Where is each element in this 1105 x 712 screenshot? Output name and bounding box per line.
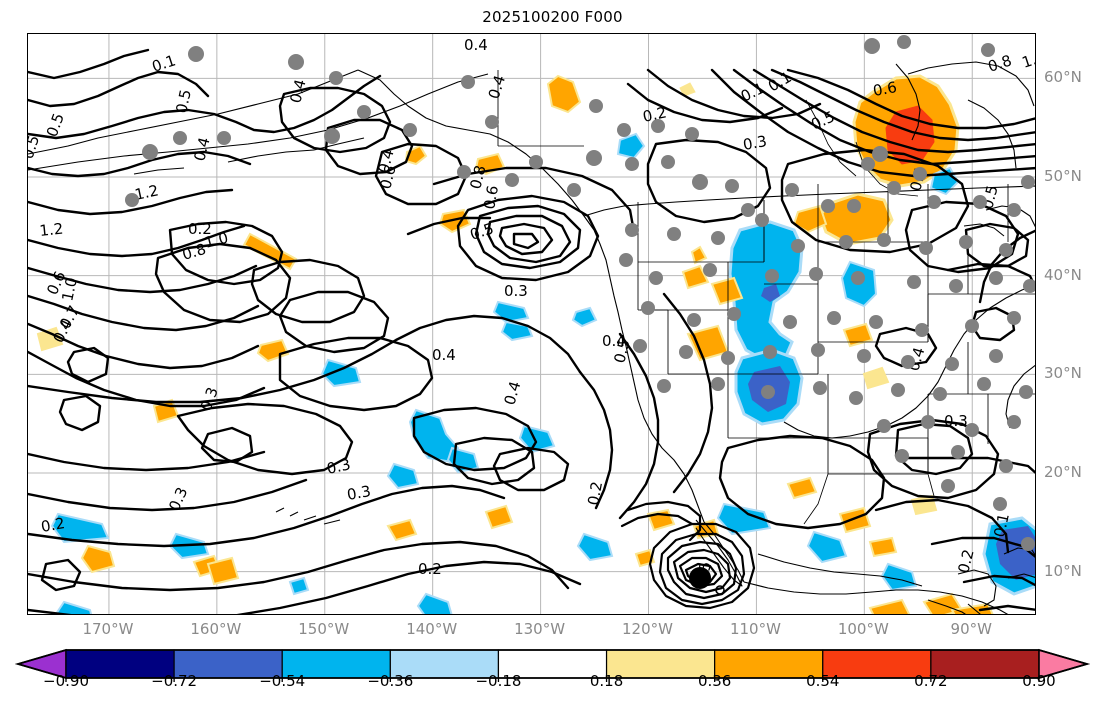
svg-text:0.5: 0.5 — [28, 133, 43, 161]
svg-text:0.6: 0.6 — [376, 163, 399, 191]
lat-tick-label: 10°N — [1044, 561, 1082, 580]
svg-text:0.2: 0.2 — [584, 480, 606, 507]
svg-text:0.2: 0.2 — [40, 514, 67, 536]
svg-text:0.6: 0.6 — [872, 78, 899, 100]
lon-tick-label: 170°W — [82, 620, 134, 638]
svg-text:0.2: 0.2 — [188, 220, 212, 238]
svg-text:0.5: 0.5 — [610, 337, 633, 365]
lat-tick-label: 30°N — [1044, 364, 1082, 383]
lat-tick-label: 20°N — [1044, 462, 1082, 481]
lon-tick-label: 150°W — [298, 620, 350, 638]
svg-text:0.1: 0.1 — [150, 51, 178, 75]
svg-text:0.1: 0.1 — [990, 512, 1013, 539]
svg-text:0.4: 0.4 — [485, 73, 509, 101]
colorbar-tick-label: −0.72 — [151, 672, 198, 690]
lon-tick-label: 130°W — [514, 620, 566, 638]
colorbar-tick-label: 0.54 — [806, 672, 840, 690]
map-graphics: 0.5 0.5 0.6 0.7 0.1 1.2 1.2 1.0 0.8 1.0 … — [28, 34, 1036, 614]
colorbar-segment — [605, 649, 716, 679]
svg-text:0.4: 0.4 — [286, 77, 309, 105]
map-frame: 0.5 0.5 0.6 0.7 0.1 1.2 1.2 1.0 0.8 1.0 … — [27, 33, 1036, 615]
lat-tick-label: 60°N — [1044, 68, 1082, 87]
colorbar-tick-label: 0.72 — [914, 672, 948, 690]
colorbar[interactable]: −0.90 −0.72 −0.54 −0.36 −0.18 0.18 0.36 0.54 0.7… — [0, 648, 1105, 712]
svg-text:0.3: 0.3 — [197, 385, 222, 414]
svg-text:0.3: 0.3 — [504, 282, 528, 300]
colorbar-tick-label: 0.36 — [697, 672, 732, 690]
lon-tick-label: 160°W — [190, 620, 242, 638]
contour-lines — [28, 48, 1035, 614]
svg-text:1.0: 1.0 — [203, 229, 231, 252]
lat-tick-label: 50°N — [1044, 167, 1082, 186]
lon-tick-label: 100°W — [837, 620, 889, 638]
colorbar-tick-label: 0.18 — [589, 672, 624, 690]
svg-text:0.6: 0.6 — [480, 184, 502, 211]
svg-text:0.4: 0.4 — [602, 332, 626, 350]
figure-title: 2025100200 F000 — [482, 8, 623, 26]
lat-tick-label: 40°N — [1044, 265, 1082, 284]
svg-text:1.0: 1.0 — [58, 276, 81, 303]
colorbar-tick-label: 0.90 — [1022, 672, 1056, 690]
station-markers — [125, 35, 1035, 551]
svg-text:0.3: 0.3 — [742, 132, 769, 154]
svg-text:0.4: 0.4 — [190, 135, 213, 163]
colorbar-segment — [65, 649, 175, 679]
svg-text:0.4: 0.4 — [432, 346, 456, 364]
colorbar-swatches[interactable] — [0, 648, 1105, 682]
svg-text:0.1: 0.1 — [738, 79, 767, 106]
lon-tick-label: 90°W — [950, 620, 992, 638]
svg-text:0.5: 0.5 — [694, 561, 714, 587]
svg-text:0.2: 0.2 — [418, 560, 442, 578]
svg-text:1.0: 1.0 — [1020, 47, 1036, 71]
svg-text:1.2: 1.2 — [39, 220, 65, 240]
map-panel: 0.5 0.5 0.6 0.7 0.1 1.2 1.2 1.0 0.8 1.0 … — [27, 33, 1036, 615]
svg-text:0.3: 0.3 — [944, 412, 968, 430]
lon-tick-label: 120°W — [622, 620, 673, 638]
svg-text:0.8: 0.8 — [466, 163, 489, 191]
svg-text:0.2: 0.2 — [954, 547, 977, 575]
svg-text:0.5: 0.5 — [43, 111, 68, 140]
svg-text:0.5: 0.5 — [172, 88, 195, 115]
svg-text:1.2: 1.2 — [133, 181, 160, 204]
svg-text:0.4: 0.4 — [501, 379, 525, 407]
colorbar-tick-label: −0.90 — [43, 672, 89, 690]
svg-text:0.4: 0.4 — [374, 147, 397, 175]
lon-tick-label: 140°W — [406, 620, 458, 638]
svg-text:0.3: 0.3 — [346, 482, 373, 504]
colorbar-tick-label: −0.18 — [475, 672, 522, 690]
colorbar-segment — [281, 649, 391, 679]
svg-text:0.3: 0.3 — [325, 455, 352, 478]
svg-text:0.4: 0.4 — [464, 36, 488, 54]
svg-text:0.8: 0.8 — [180, 240, 208, 264]
lon-tick-label: 110°W — [729, 620, 781, 638]
colorbar-segment — [822, 649, 932, 679]
colorbar-tick-label: −0.36 — [367, 672, 414, 690]
colorbar-tick-label: −0.54 — [259, 672, 306, 690]
